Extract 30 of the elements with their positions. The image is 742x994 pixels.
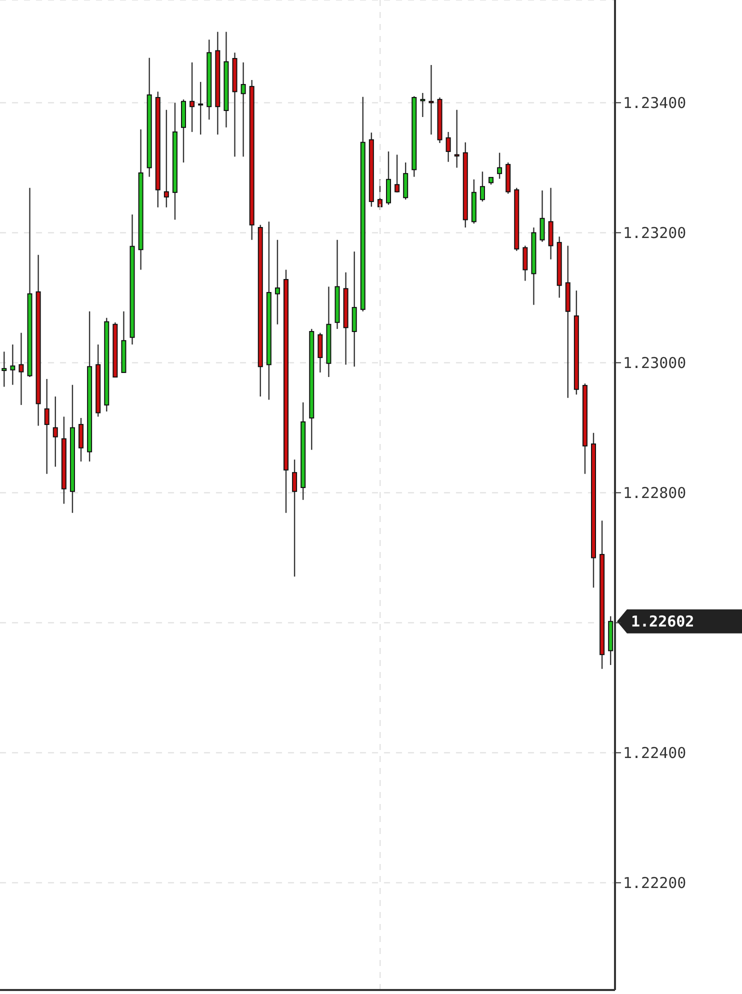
candlestick: [240, 62, 246, 158]
candlestick: [164, 109, 169, 208]
candlestick: [446, 131, 451, 162]
candlestick: [522, 245, 528, 282]
candlestick: [52, 396, 58, 468]
candlestick: [497, 152, 502, 180]
candlestick: [44, 378, 50, 474]
y-tick-label: 1.23200: [623, 224, 686, 242]
y-tick-label: 1.22200: [623, 874, 686, 892]
candlestick: [386, 150, 392, 206]
y-tick-label: 1.23000: [623, 354, 686, 372]
candlestick: [540, 190, 545, 242]
text: 1.22602: [631, 612, 694, 630]
y-tick-label: 1.22800: [623, 484, 686, 502]
candlestick: [190, 62, 195, 133]
candlestick: [480, 171, 485, 202]
candlestick: [420, 92, 426, 118]
candlestick: [394, 154, 400, 194]
candlestick: [10, 344, 16, 386]
candlestick: [2, 351, 7, 388]
candlestick: [318, 332, 323, 374]
candlestick: [274, 239, 280, 325]
candlestick: [18, 332, 24, 406]
candlestick: [292, 458, 298, 578]
candlestick: [454, 109, 460, 168]
candlestick: [428, 64, 434, 136]
y-tick-label: 1.23400: [623, 94, 686, 112]
y-tick-label: 1.22400: [623, 744, 686, 762]
candlestick: [78, 417, 84, 462]
candlestick: [198, 81, 204, 136]
